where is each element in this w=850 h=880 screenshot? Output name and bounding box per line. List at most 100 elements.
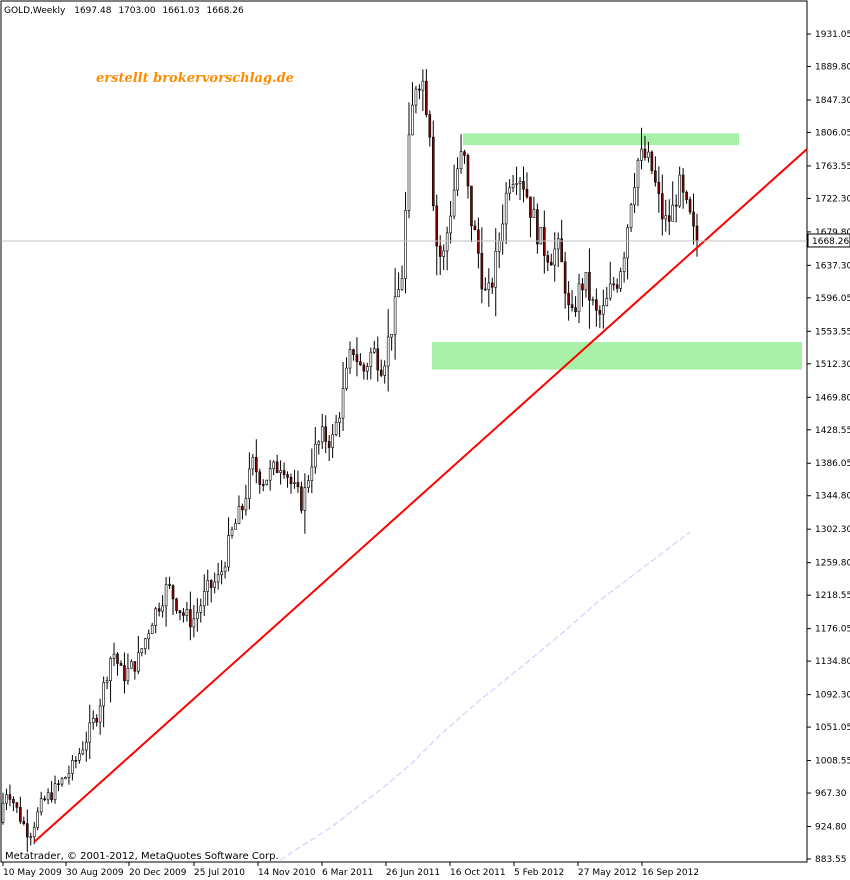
candle-bull — [449, 215, 452, 234]
candle-bull — [91, 717, 95, 724]
candle-bear — [660, 193, 664, 220]
candle-bear — [261, 484, 265, 486]
candle-bull — [508, 187, 511, 194]
candle-bull — [619, 271, 622, 289]
candle-bull — [383, 365, 387, 376]
candle-bull — [234, 523, 237, 530]
candle-bear — [574, 307, 577, 313]
candle-bear — [612, 283, 616, 286]
candle-bear — [359, 361, 362, 366]
candle-bull — [494, 251, 498, 288]
candle-bull — [678, 174, 681, 207]
candle-bear — [480, 253, 484, 290]
candle-bull — [196, 612, 199, 620]
candle-bull — [532, 209, 536, 218]
y-tick-label: 1051.05 — [815, 723, 850, 733]
candle-bull — [78, 753, 81, 761]
candle-bull — [126, 667, 130, 682]
candle-bear — [438, 245, 442, 257]
x-tick-label: 14 Nov 2010 — [258, 868, 316, 878]
candle-bear — [435, 205, 439, 247]
y-tick-label: 1218.55 — [815, 591, 850, 601]
candle-bull — [338, 417, 341, 423]
candle-bear — [189, 609, 192, 628]
candle-bull — [442, 250, 445, 257]
candle-bear — [685, 191, 688, 200]
candle-bull — [84, 741, 88, 751]
y-tick-label: 1092.30 — [815, 691, 850, 701]
candle-bull — [629, 204, 633, 228]
candle-bull — [248, 468, 251, 499]
candle-bull — [150, 625, 154, 634]
candle-bull — [244, 498, 248, 511]
candle-bull — [421, 80, 425, 91]
candle-bear — [286, 474, 289, 478]
time-axis: 10 May 2009 30 Aug 2009 20 Dec 2009 25 Jul … — [2, 862, 699, 878]
low-value: 1661.03 — [162, 6, 199, 16]
candle-bull — [664, 215, 668, 220]
candle-bull — [334, 422, 338, 435]
candle-bull — [29, 836, 33, 839]
y-tick-label: 967.30 — [815, 789, 847, 799]
plot-frame — [0, 0, 808, 863]
zones-layer — [432, 133, 802, 370]
candle-bull — [230, 528, 234, 536]
candle-bull — [393, 296, 397, 335]
candle-bull — [130, 661, 133, 669]
candle-bear — [133, 661, 137, 672]
candle-bull — [213, 581, 216, 588]
y-tick-label: 1302.30 — [815, 525, 850, 535]
watermark-text: erstellt brokervorschlag.de — [96, 71, 294, 86]
x-tick-label: 30 Aug 2009 — [66, 868, 124, 878]
candle-bull — [407, 134, 411, 211]
price-axis: 1931.05 1889.80 1847.30 1806.05 1763.55 1722.… — [807, 30, 850, 865]
candle-bear — [282, 470, 286, 475]
candle-bull — [331, 434, 334, 448]
candle-bear — [168, 584, 171, 586]
candle-bear — [175, 598, 178, 611]
x-tick-label: 26 Jun 2011 — [386, 868, 440, 878]
candle-bull — [81, 749, 85, 755]
candle-bear — [615, 284, 619, 289]
candle-bear — [15, 802, 19, 808]
candle-bull — [265, 479, 269, 485]
y-tick-label: 1469.80 — [815, 393, 850, 403]
x-tick-label: 25 Jul 2010 — [194, 868, 245, 878]
candle-bear — [570, 304, 574, 308]
candle-bull — [36, 811, 40, 828]
candle-bull — [1, 802, 5, 823]
candle-bear — [549, 261, 553, 266]
candle-bear — [428, 114, 432, 138]
candle-bear — [178, 610, 182, 614]
candle-bull — [164, 584, 168, 607]
candle-bull — [445, 232, 449, 252]
candle-bear — [643, 148, 647, 158]
y-tick-label: 1763.55 — [815, 162, 850, 172]
resistance-zone — [463, 133, 739, 146]
candle-bull — [154, 608, 157, 626]
candle-bull — [147, 633, 151, 640]
x-tick-label: 20 Dec 2009 — [129, 868, 187, 878]
candle-bull — [137, 652, 140, 672]
candle-bull — [414, 88, 418, 106]
candle-bull — [313, 444, 317, 468]
candle-bear — [157, 608, 161, 612]
candle-bull — [105, 680, 109, 683]
candle-bull — [310, 466, 314, 482]
candle-bear — [536, 209, 539, 245]
candle-bull — [518, 180, 522, 184]
y-tick-label: 1679.80 — [815, 228, 850, 238]
candle-bear — [171, 585, 175, 600]
support-zone — [432, 341, 802, 370]
candle-bull — [626, 227, 629, 259]
candle-bull — [98, 705, 102, 723]
candle-bear — [116, 653, 119, 664]
candle-bull — [220, 571, 223, 576]
candle-bull — [504, 192, 508, 225]
candle-bear — [581, 283, 584, 291]
y-tick-label: 924.80 — [815, 823, 847, 833]
candle-bull — [411, 104, 414, 136]
candle-bull — [161, 605, 164, 612]
candle-bull — [272, 461, 275, 469]
